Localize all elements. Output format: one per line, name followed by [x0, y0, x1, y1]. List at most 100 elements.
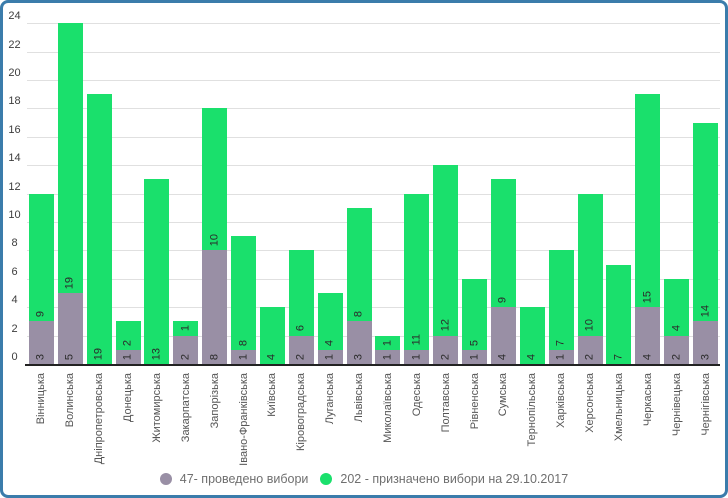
bar-segment-pryznacheno[interactable]: 9	[490, 179, 516, 308]
bar-segment-pryznacheno[interactable]: 19	[86, 94, 112, 364]
bar-segment-pryznacheno[interactable]: 5	[462, 278, 488, 350]
bar-segment-provedeno[interactable]: 1	[462, 349, 488, 364]
bar-segment-provedeno[interactable]: 2	[577, 335, 603, 364]
bar-segment-provedeno[interactable]: 4	[635, 307, 661, 364]
bar-segment-pryznacheno[interactable]: 1	[375, 335, 401, 350]
bar-segment-pryznacheno[interactable]: 4	[664, 278, 690, 336]
bar-segment-pryznacheno[interactable]: 14	[693, 122, 719, 322]
bar-segment-provedeno[interactable]: 2	[664, 335, 690, 364]
bar-segment-pryznacheno[interactable]: 8	[231, 236, 257, 350]
bar-segment-pryznacheno[interactable]: 9	[28, 193, 54, 322]
x-axis-label-slot: Рівненська	[460, 369, 489, 469]
bar-segment-pryznacheno[interactable]: 7	[606, 264, 632, 364]
y-tick-label: 10	[8, 209, 21, 221]
x-axis-label: Кіровоградська	[295, 373, 308, 451]
x-axis-label-slot: Львівська	[345, 369, 374, 469]
y-tick-label: 0	[11, 351, 18, 363]
bar-segment-pryznacheno[interactable]: 7	[548, 250, 574, 350]
x-axis-label-slot: Івано-Франківська	[229, 369, 258, 469]
y-tick-label: 8	[11, 237, 18, 250]
bar-value-label: 6	[294, 325, 307, 332]
bar-7: 8 10	[202, 108, 228, 364]
bar-value-label: 8	[352, 311, 365, 318]
bar-value-label: 4	[670, 325, 683, 332]
bar-21: 7	[606, 264, 632, 364]
bar-column: 7	[605, 264, 634, 364]
bar-segment-provedeno[interactable]: 3	[28, 321, 54, 364]
bar-value-label: 8	[237, 339, 250, 346]
bar-value-label: 1	[410, 353, 423, 360]
bar-2: 5 19	[57, 23, 83, 364]
bar-value-label: 2	[439, 353, 452, 360]
bar-segment-pryznacheno[interactable]: 2	[115, 321, 141, 350]
bar-segment-provedeno[interactable]: 2	[288, 335, 314, 364]
y-tick-label: 14	[8, 152, 21, 165]
bar-value-label: 11	[410, 334, 423, 346]
x-axis-label: Дніпропетровська	[93, 373, 106, 465]
x-axis-label-slot: Херсонська	[576, 369, 605, 469]
bar-column: 19	[85, 94, 114, 364]
bar-segment-provedeno[interactable]: 4	[490, 307, 516, 364]
bar-segment-pryznacheno[interactable]: 4	[317, 293, 343, 350]
bar-segment-provedeno[interactable]: 1	[404, 349, 430, 364]
bar-segment-pryznacheno[interactable]: 15	[635, 94, 661, 308]
bar-value-label: 2	[121, 339, 134, 346]
bar-column: 2 12	[431, 165, 460, 364]
bar-segment-pryznacheno[interactable]: 4	[259, 307, 285, 364]
bar-segment-provedeno[interactable]: 3	[346, 321, 372, 364]
bar-segment-pryznacheno[interactable]: 1	[173, 321, 199, 336]
x-axis-label-slot: Запорізька	[200, 369, 229, 469]
bar-value-label: 19	[63, 276, 76, 289]
bar-3: 19	[86, 94, 112, 364]
bar-segment-provedeno[interactable]: 2	[433, 335, 459, 364]
bar-value-label: 2	[179, 353, 192, 360]
bar-segment-provedeno[interactable]: 8	[202, 250, 228, 364]
bar-value-label: 2	[294, 353, 307, 360]
bar-segment-provedeno[interactable]: 1	[375, 349, 401, 364]
bar-segment-pryznacheno[interactable]: 10	[577, 193, 603, 336]
x-axis-label: Вінницька	[35, 373, 48, 425]
bar-segment-pryznacheno[interactable]: 12	[433, 165, 459, 336]
gridline	[27, 108, 720, 110]
bar-segment-pryznacheno[interactable]: 8	[346, 207, 372, 322]
gridline	[27, 307, 720, 309]
bar-segment-pryznacheno[interactable]: 6	[288, 250, 314, 336]
bar-segment-pryznacheno[interactable]: 11	[404, 193, 430, 350]
bar-value-label: 1	[179, 325, 192, 332]
bar-segment-pryznacheno[interactable]: 10	[202, 108, 228, 251]
x-axis-label-slot: Донецька	[114, 369, 143, 469]
gridline	[27, 222, 720, 223]
x-axis-label: Харківська	[555, 373, 568, 428]
bar-value-label: 7	[612, 353, 625, 360]
bar-segment-provedeno[interactable]: 1	[231, 349, 257, 364]
bar-segment-pryznacheno[interactable]: 4	[519, 307, 545, 364]
y-tick-label: 18	[8, 95, 21, 108]
bar-segment-provedeno[interactable]: 5	[57, 293, 83, 364]
bar-column: 3 14	[691, 122, 720, 364]
legend-label-provedeno: 47- проведено вибори	[179, 472, 309, 486]
x-axis-label-slot: Вінницька	[27, 369, 56, 469]
x-axis-label: Миколаївська	[381, 373, 394, 443]
bar-segment-pryznacheno[interactable]: 13	[144, 179, 170, 364]
bar-value-label: 3	[352, 353, 365, 360]
bar-segment-provedeno[interactable]: 3	[693, 321, 719, 364]
bar-segment-provedeno[interactable]: 1	[317, 349, 343, 364]
x-axis-label: Рівненська	[468, 373, 481, 430]
bar-segment-provedeno[interactable]: 1	[115, 349, 141, 364]
bar-value-label: 7	[554, 339, 567, 346]
bar-segment-provedeno[interactable]: 1	[548, 349, 574, 364]
x-axis-label: Тернопільська	[526, 373, 539, 447]
bar-segment-provedeno[interactable]: 2	[173, 335, 199, 364]
bar-segment-pryznacheno[interactable]: 19	[57, 23, 83, 293]
bar-value-label: 5	[468, 339, 481, 346]
